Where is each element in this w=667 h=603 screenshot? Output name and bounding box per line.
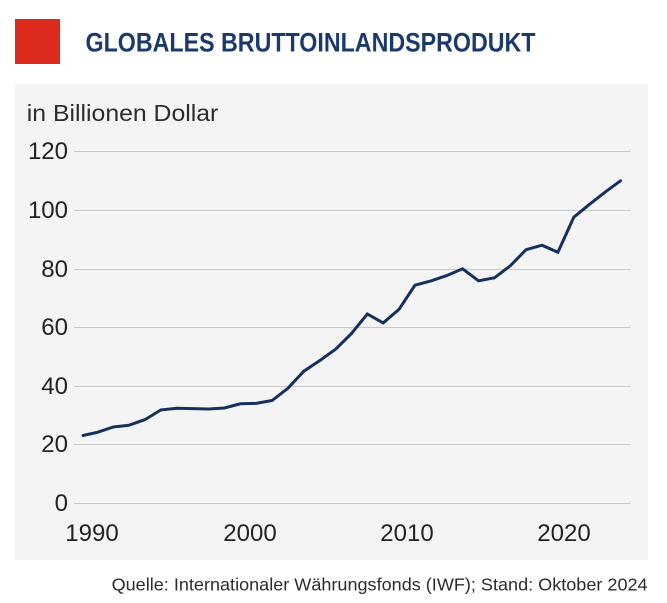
svg-text:in Billionen Dollar: in Billionen Dollar <box>27 100 219 126</box>
svg-text:1990: 1990 <box>65 520 118 547</box>
svg-text:60: 60 <box>41 314 68 341</box>
svg-text:2010: 2010 <box>380 520 433 547</box>
svg-text:80: 80 <box>41 256 68 283</box>
svg-text:100: 100 <box>28 197 68 224</box>
svg-text:2020: 2020 <box>537 520 590 547</box>
svg-text:0: 0 <box>55 490 68 517</box>
svg-text:GLOBALES BRUTTOINLANDSPRODUKT: GLOBALES BRUTTOINLANDSPRODUKT <box>86 28 536 58</box>
svg-text:Quelle: Internationaler Währun: Quelle: Internationaler Währungsfonds (I… <box>112 575 648 595</box>
svg-text:2000: 2000 <box>223 520 276 547</box>
svg-text:120: 120 <box>28 138 68 165</box>
svg-text:40: 40 <box>41 373 68 400</box>
svg-text:20: 20 <box>41 431 68 458</box>
